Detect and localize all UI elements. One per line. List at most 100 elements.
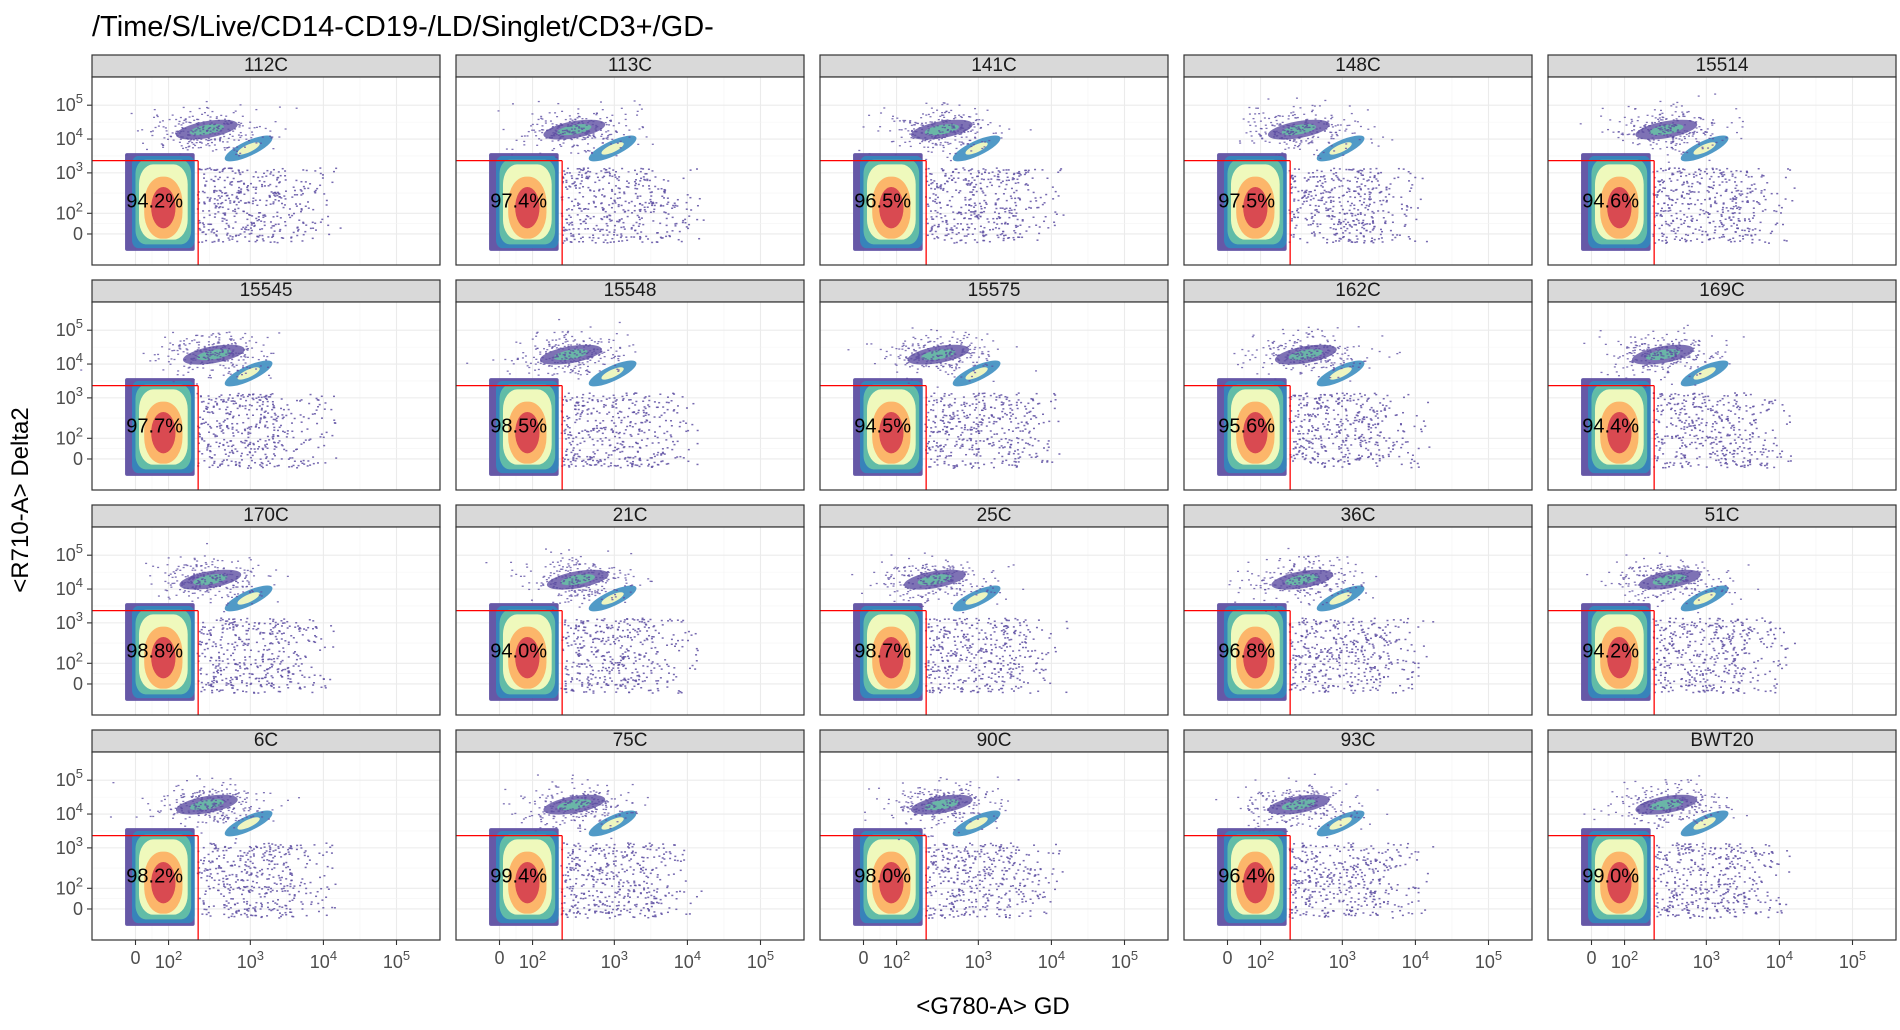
density-cloud [489, 100, 705, 251]
y-tick-label: 0 [73, 449, 83, 469]
panel-border [1547, 301, 1897, 491]
gate-outline [1184, 385, 1291, 490]
panel-148C: 148C 97.5% [1183, 54, 1533, 266]
panel-93C: 93C 96.4% [1183, 729, 1533, 941]
x-tick-label: 103 [237, 948, 264, 972]
panel-border [455, 526, 805, 716]
x-tick-label: 0 [1586, 948, 1596, 968]
x-tick-label: 104 [1402, 948, 1429, 972]
strip-label: 112C [244, 55, 288, 76]
gate-percentage: 96.5% [854, 191, 911, 213]
panel-border [91, 526, 441, 716]
panel-170C: 170C 98.8% [91, 504, 441, 716]
density-cloud [1217, 547, 1435, 701]
gate-percentage: 96.8% [1218, 641, 1275, 663]
panel-border [819, 76, 1169, 266]
gate-percentage: 94.2% [126, 191, 183, 213]
gate-outline [820, 160, 927, 265]
panel-border [1547, 751, 1897, 941]
density-cloud [1217, 97, 1428, 251]
strip-label: 21C [613, 505, 648, 526]
strip-label: BWT20 [1690, 730, 1753, 751]
density-cloud [125, 100, 342, 251]
y-tick-label: 105 [56, 316, 83, 340]
x-tick-label: 0 [1222, 948, 1232, 968]
panel-border [1547, 526, 1897, 716]
y-tick-label: 104 [56, 350, 83, 374]
y-tick-label: 102 [56, 199, 83, 223]
strip-label: 162C [1335, 280, 1380, 301]
density-cloud [853, 102, 1065, 251]
y-tick-label: 0 [73, 224, 83, 244]
panel-21C: 21C 94.0% [455, 504, 805, 716]
gate-outline [456, 385, 563, 490]
y-tick-label: 103 [56, 834, 83, 858]
density-cloud [125, 542, 335, 701]
panel-15575: 15575 94.5% [819, 279, 1169, 491]
panel-border [455, 751, 805, 941]
x-tick-label: 103 [601, 948, 628, 972]
x-tick-label: 105 [1475, 948, 1502, 972]
density-cloud [1217, 326, 1431, 476]
gate-outline [1548, 610, 1655, 715]
panel-25C: 25C 98.7% [819, 504, 1169, 716]
density-cloud [489, 774, 703, 926]
panel-border [91, 301, 441, 491]
panel-162C: 162C 95.6% [1183, 279, 1533, 491]
gridlines [92, 77, 440, 265]
density-cloud [109, 775, 337, 926]
gate-outline [820, 610, 927, 715]
strip-label: 15514 [1696, 55, 1749, 76]
panel-36C: 36C 96.8% [1183, 504, 1533, 716]
strip-label: 169C [1699, 280, 1744, 301]
panel-BWT20: BWT20 99.0% [1547, 729, 1897, 941]
gate-outline [820, 385, 927, 490]
y-tick-label: 105 [56, 541, 83, 565]
panel-90C: 90C 98.0% [819, 729, 1169, 941]
y-tick-label: 105 [56, 91, 83, 115]
strip-label: 15545 [240, 280, 293, 301]
x-axis: 0 102 103 104 105 [494, 940, 774, 972]
y-tick-label: 105 [56, 766, 83, 790]
gate-outline [456, 160, 563, 265]
x-tick-label: 103 [1693, 948, 1720, 972]
density-cloud [1581, 775, 1791, 926]
gate-percentage: 98.7% [854, 641, 911, 663]
y-tick-label: 104 [56, 575, 83, 599]
gate-percentage: 94.0% [490, 641, 547, 663]
panel-border [455, 301, 805, 491]
density-cloud [80, 331, 338, 476]
gate-outline [1548, 835, 1655, 940]
panel-border [819, 751, 1169, 941]
panel-112C: 112C 94.2% [91, 54, 441, 266]
gate-percentage: 94.4% [1582, 416, 1639, 438]
x-axis: 0 102 103 104 105 [1222, 940, 1502, 972]
strip-label: 36C [1341, 505, 1376, 526]
panel-6C: 6C 98.2% [91, 729, 441, 941]
gate-percentage: 98.8% [126, 641, 183, 663]
gate-outline [820, 835, 927, 940]
strip-label: 141C [971, 55, 1016, 76]
panel-border [1547, 76, 1897, 266]
plot-title: /Time/S/Live/CD14-CD19-/LD/Singlet/CD3+/… [92, 11, 714, 43]
y-tick-label: 103 [56, 609, 83, 633]
gate-outline [92, 835, 199, 940]
panel-15514: 15514 94.6% [1547, 54, 1897, 266]
density-cloud [1215, 773, 1435, 926]
y-tick-label: 102 [56, 649, 83, 673]
x-tick-label: 0 [130, 948, 140, 968]
strip-label: 15575 [968, 280, 1021, 301]
strip-label: 25C [977, 505, 1012, 526]
strip-label: 93C [1341, 730, 1376, 751]
panel-51C: 51C 94.2% [1547, 504, 1897, 716]
density-cloud [853, 776, 1064, 926]
y-tick-label: 104 [56, 125, 83, 149]
x-tick-label: 103 [1329, 948, 1356, 972]
y-tick-label: 0 [73, 674, 83, 694]
panel-border [1183, 76, 1533, 266]
x-axis: 0 102 103 104 105 [130, 940, 410, 972]
density-cloud [1581, 324, 1792, 476]
x-axis: 0 102 103 104 105 [858, 940, 1138, 972]
